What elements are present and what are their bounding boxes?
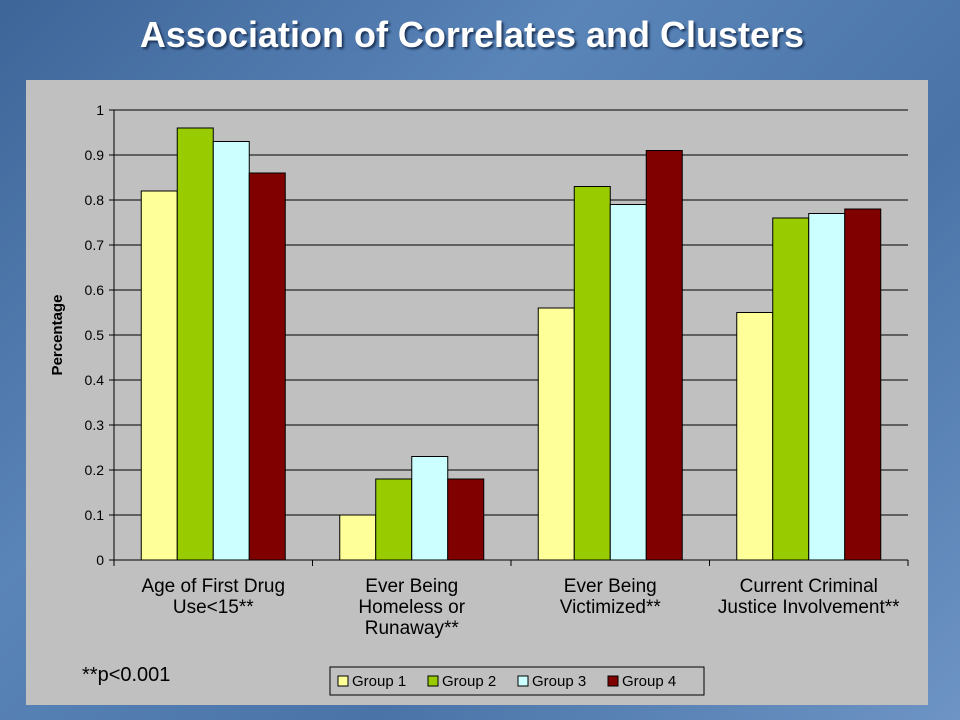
y-tick-label: 0.8	[85, 192, 105, 208]
legend-label: Group 1	[352, 673, 406, 690]
category-label: Victimized**	[560, 597, 662, 618]
y-tick-label: 1	[96, 102, 104, 118]
bar-group-2	[375, 478, 413, 561]
bar-group-4	[447, 478, 485, 561]
legend-box	[329, 666, 705, 696]
significance-note: **p<0.001	[82, 664, 171, 686]
y-tick-labels: 0 0.1 0.2 0.3 0.4 0.5 0.6 0.7 0.8 0.9 1	[85, 102, 105, 568]
bar-group-3	[411, 456, 449, 561]
category-label: Justice Involvement**	[718, 597, 900, 618]
legend-label: Group 4	[622, 673, 676, 690]
y-axis-label: Percentage	[49, 295, 66, 376]
category-label: Use<15**	[173, 597, 254, 618]
legend-swatch	[607, 675, 619, 687]
bar-group-1	[140, 190, 178, 561]
y-tick-label: 0	[96, 552, 104, 568]
category-label: Current Criminal	[740, 576, 878, 597]
legend-swatch	[517, 675, 529, 687]
slide-title: Association of Correlates and Clusters	[139, 14, 805, 55]
bar-group-2	[176, 127, 214, 561]
bar-group-1	[736, 312, 774, 561]
bar-group-1	[339, 514, 377, 561]
y-tick-label: 0.1	[85, 507, 105, 523]
y-tick-label: 0.5	[85, 327, 105, 343]
bar-group-3	[609, 204, 647, 561]
legend-swatch	[337, 675, 349, 687]
bar-group-4	[645, 150, 683, 561]
bar-group-1	[537, 307, 575, 561]
category-label: Runaway**	[365, 618, 460, 639]
category-label: Ever Being	[564, 576, 657, 597]
axes	[109, 109, 909, 566]
legend: Group 1 Group 2 Group 3 Group 4	[329, 666, 705, 696]
y-tick-label: 0.6	[85, 282, 105, 298]
y-tick-label: 0.2	[85, 462, 105, 478]
bars	[140, 127, 882, 561]
y-tick-label: 0.4	[85, 372, 105, 388]
y-tick-label: 0.3	[85, 417, 105, 433]
bar-group-3	[212, 141, 250, 561]
legend-label: Group 3	[532, 673, 586, 690]
y-tick-label: 0.9	[85, 147, 105, 163]
y-tick-label: 0.7	[85, 237, 105, 253]
category-label: Homeless or	[358, 597, 465, 618]
bar-group-2	[772, 217, 810, 561]
bar-group-4	[844, 208, 882, 561]
bar-group-4	[248, 172, 286, 561]
bar-group-3	[808, 213, 846, 561]
legend-label: Group 2	[442, 673, 496, 690]
category-label: Age of First Drug	[141, 576, 285, 597]
legend-swatch	[427, 675, 439, 687]
category-label: Ever Being	[365, 576, 458, 597]
bar-group-2	[573, 186, 611, 561]
